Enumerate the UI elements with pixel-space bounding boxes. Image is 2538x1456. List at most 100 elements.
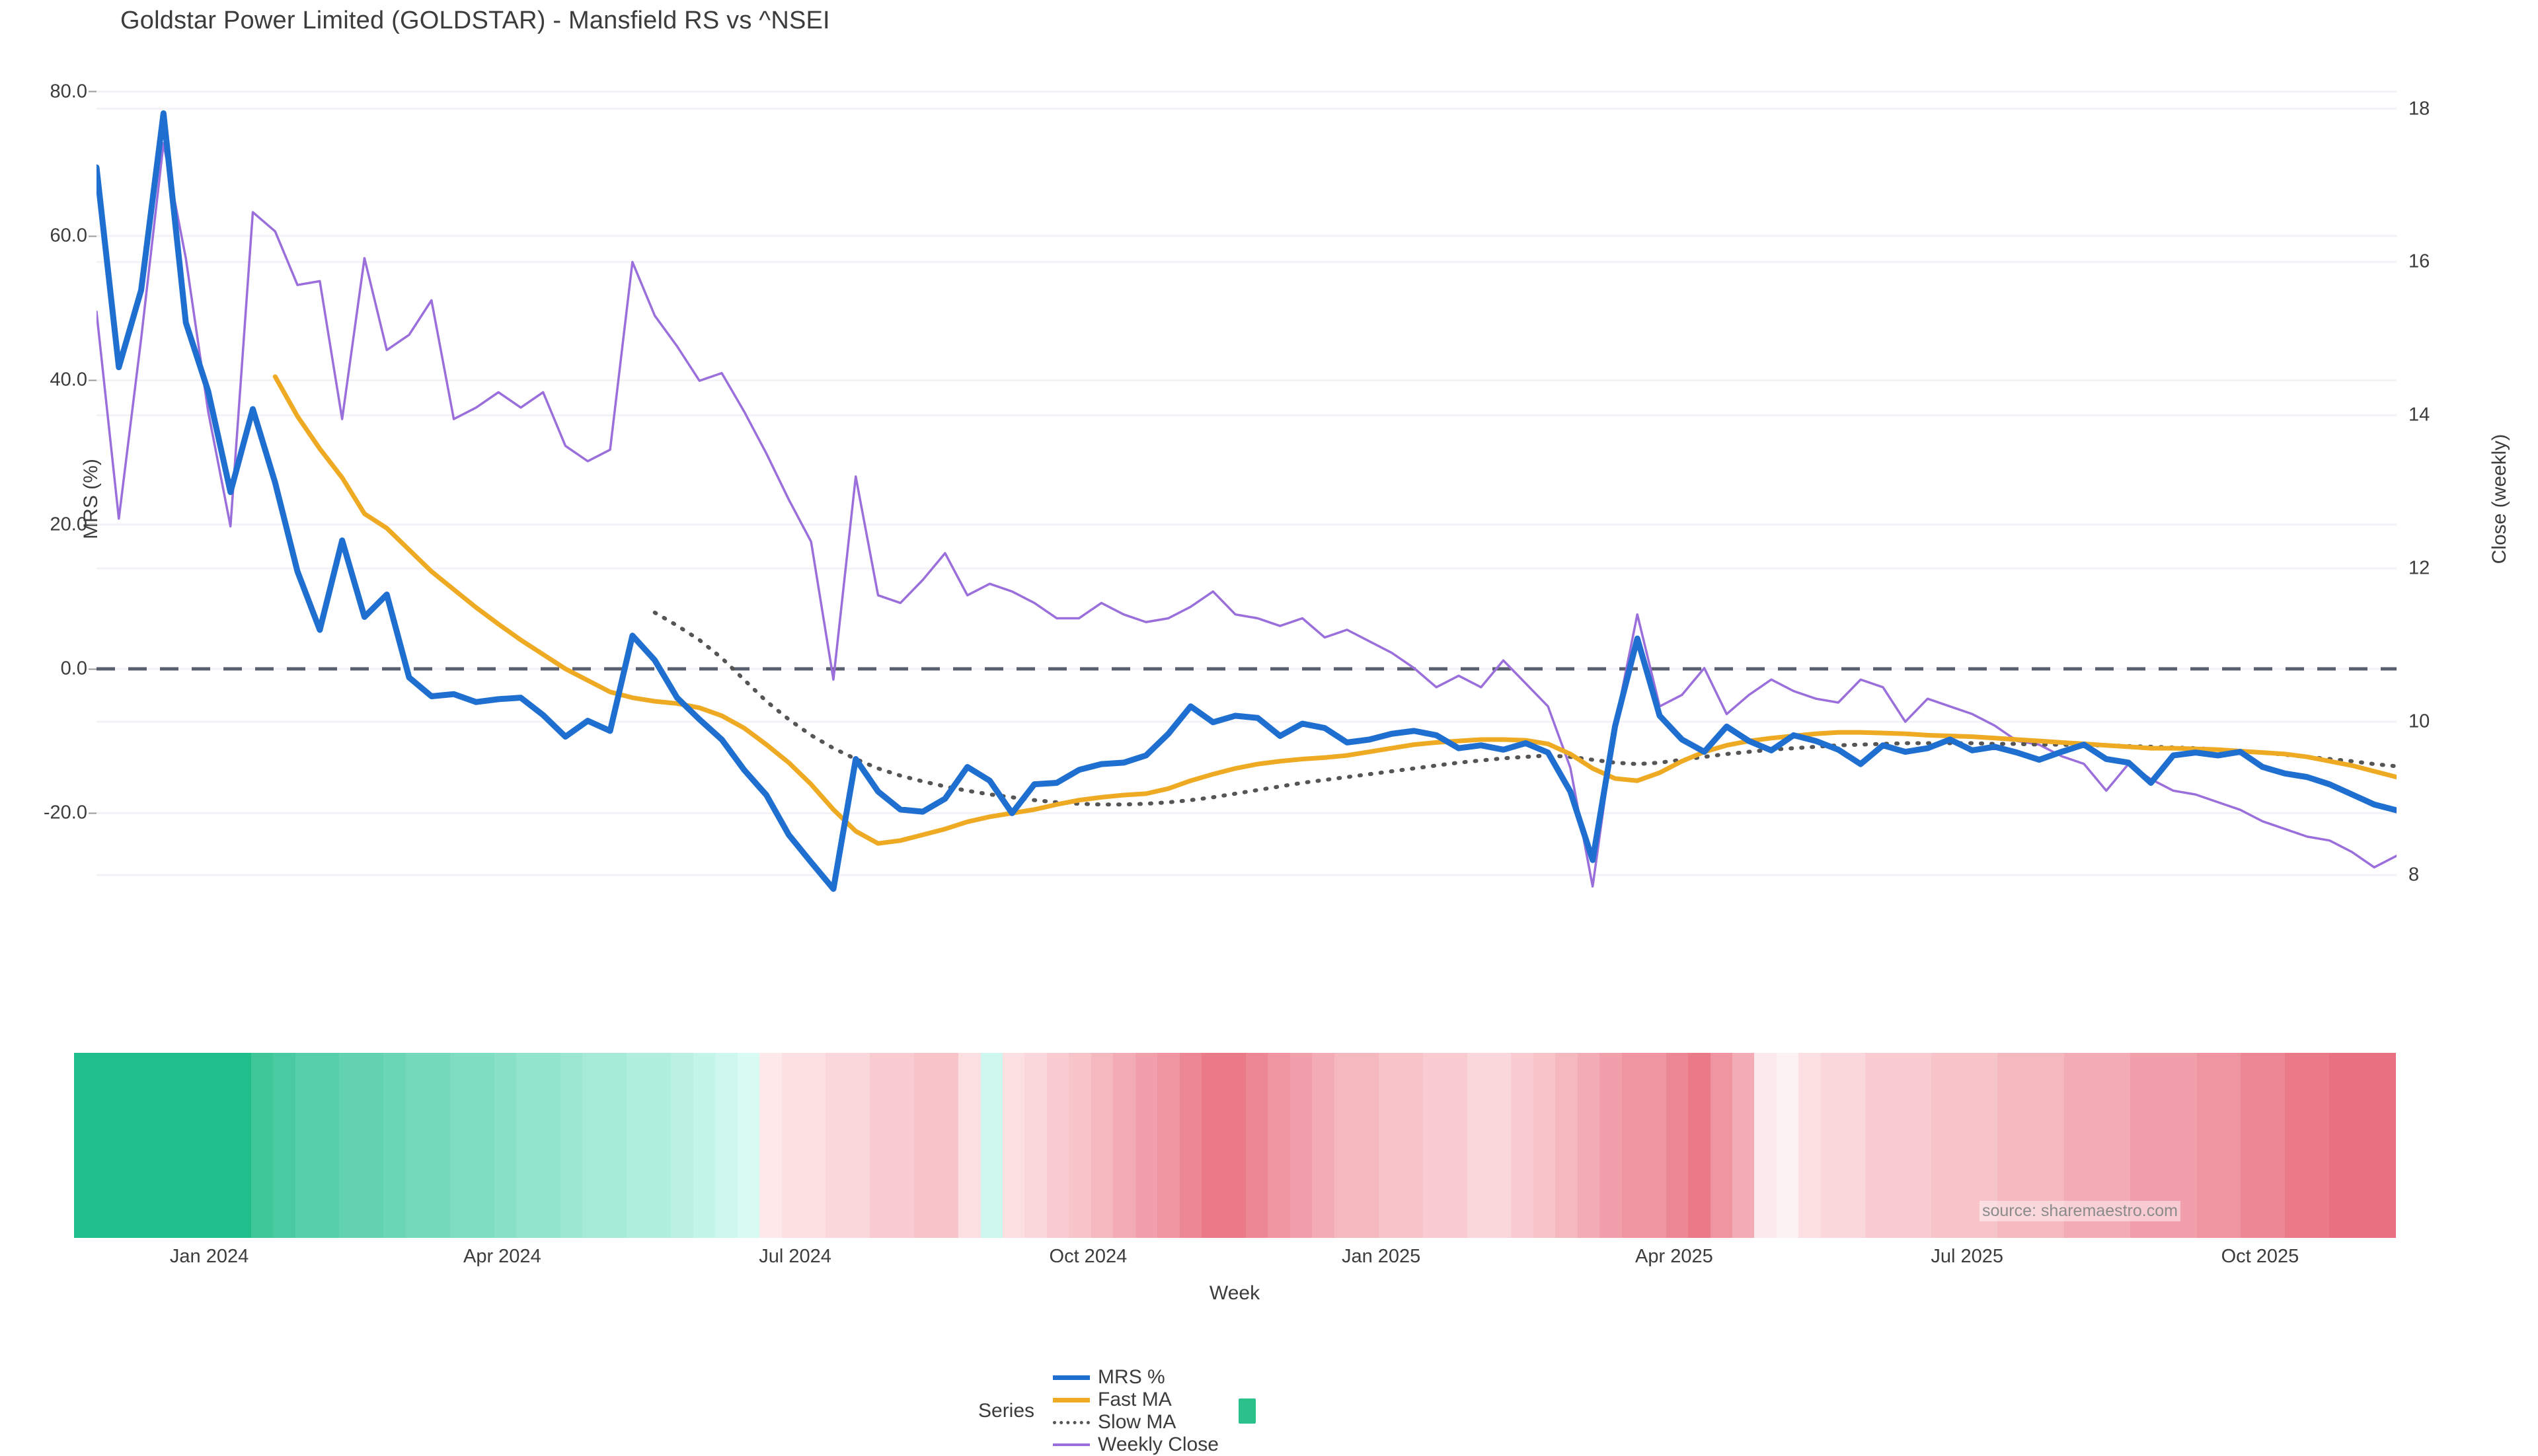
heatmap-cell: [2063, 1053, 2087, 1238]
x-axis-ticks: Jan 2024 Apr 2024 Jul 2024 Oct 2024 Jan 2025…: [74, 1246, 2395, 1279]
heatmap-cell: [1091, 1053, 1114, 1238]
heatmap-cell: [1113, 1053, 1135, 1238]
heatmap-cell: [2351, 1053, 2374, 1238]
heatmap-cell: [936, 1053, 959, 1238]
heatmap-cell: [2130, 1053, 2153, 1238]
chart-legend: Series MRS % Fast MA Slow MA Weekly Close: [978, 1366, 1256, 1455]
y-axis-left-tick: -20.0: [44, 802, 96, 824]
heatmap-cell: [428, 1053, 450, 1238]
heatmap-cell: [648, 1053, 672, 1238]
heatmap-cell: [627, 1053, 649, 1238]
heatmap-cell: [1710, 1053, 1732, 1238]
heatmap-cell: [1135, 1053, 1158, 1238]
heatmap-cell: [1599, 1053, 1622, 1238]
heatmap-cell: [2329, 1053, 2352, 1238]
heatmap-cell: [1577, 1053, 1600, 1238]
y-axis-right-tick: 10: [2408, 710, 2430, 732]
heatmap-cell: [1644, 1053, 1666, 1238]
heatmap-cell: [2373, 1053, 2396, 1238]
x-axis-tick: Jan 2025: [1341, 1246, 1421, 1267]
heatmap-cell: [1378, 1053, 1401, 1238]
heatmap-cell: [1489, 1053, 1512, 1238]
heatmap-cell: [560, 1053, 583, 1238]
y-axis-left-tick: 60.0: [50, 225, 96, 247]
heatmap-cell: [914, 1053, 937, 1238]
heatmap-cell: [206, 1053, 229, 1238]
heatmap-cell: [383, 1053, 406, 1238]
heatmap-cell: [2019, 1053, 2042, 1238]
series-line-fast-ma: [272, 374, 2397, 846]
legend-item[interactable]: Slow MA: [1053, 1411, 1219, 1434]
series-line-slow-ma: [652, 610, 2397, 807]
heatmap-cell: [2285, 1053, 2307, 1238]
heatmap-cell: [2042, 1053, 2064, 1238]
heatmap-cell: [162, 1053, 185, 1238]
tick-mark: [89, 812, 96, 814]
heatmap-cell: [74, 1053, 96, 1238]
legend-label: MRS %: [1098, 1366, 1165, 1388]
heatmap-cell: [1666, 1053, 1689, 1238]
heatmap-cell: [2108, 1053, 2131, 1238]
tick-mark: [89, 668, 96, 670]
y-axis-right-tick: 16: [2408, 250, 2430, 272]
x-axis-tick: Oct 2025: [2221, 1246, 2299, 1267]
heatmap-cell: [140, 1053, 163, 1238]
x-axis-tick: Jul 2025: [1931, 1246, 2003, 1267]
heatmap-cell: [1268, 1053, 1290, 1238]
heatmap-cell: [1953, 1053, 1976, 1238]
heatmap-cell: [2174, 1053, 2197, 1238]
heatmap-cell: [1202, 1053, 1224, 1238]
legend-color-patch: [1238, 1399, 1256, 1424]
legend-label: Fast MA: [1098, 1389, 1172, 1410]
heatmap-cell: [472, 1053, 494, 1238]
y-axis-right-tick: 14: [2408, 404, 2430, 426]
heatmap-cell: [229, 1053, 251, 1238]
heatmap-cell: [184, 1053, 207, 1238]
y-axis-left-tick: 20.0: [50, 514, 96, 535]
legend-item[interactable]: Weekly Close: [1053, 1434, 1219, 1456]
legend-item[interactable]: MRS %: [1053, 1366, 1219, 1389]
heatmap-cell: [1798, 1053, 1821, 1238]
heatmap-cell: [715, 1053, 738, 1238]
legend-title: Series: [978, 1400, 1035, 1422]
heatmap-cell: [1865, 1053, 1888, 1238]
heatmap-cell: [1887, 1053, 1909, 1238]
heatmap-cell: [1555, 1053, 1578, 1238]
y-axis-left-tick: 0.0: [61, 658, 96, 680]
heatmap-cell: [1157, 1053, 1180, 1238]
tick-mark: [89, 235, 96, 237]
heatmap-cell: [250, 1053, 274, 1238]
heatmap-cell: [1445, 1053, 1467, 1238]
series-line-weekly-close: [96, 141, 2397, 888]
heatmap-cell: [1776, 1053, 1799, 1238]
heatmap-cell: [361, 1053, 384, 1238]
y-axis-right-tick: 18: [2408, 98, 2430, 120]
heatmap-cell: [759, 1053, 782, 1238]
heatmap-cell: [1909, 1053, 1932, 1238]
heatmap-cell: [449, 1053, 473, 1238]
heatmap-cell: [1688, 1053, 1711, 1238]
heatmap-cell: [2086, 1053, 2108, 1238]
heatmap-cell: [1179, 1053, 1202, 1238]
heatmap-cell: [118, 1053, 141, 1238]
legend-swatch: [1053, 1443, 1091, 1446]
heatmap-cell: [2218, 1053, 2241, 1238]
series-line-mrs: [96, 110, 2397, 892]
heatmap-cell: [1223, 1053, 1247, 1238]
heatmap-cell: [1401, 1053, 1423, 1238]
heatmap-cell: [2152, 1053, 2175, 1238]
chart-title: Goldstar Power Limited (GOLDSTAR) - Mans…: [120, 7, 830, 34]
legend-swatch: [1053, 1420, 1091, 1424]
y-axis-left-tick: 80.0: [50, 81, 96, 102]
heatmap-cell: [494, 1053, 517, 1238]
heatmap-cell: [2262, 1053, 2286, 1238]
x-axis-label: Week: [1209, 1282, 1260, 1304]
legend-item[interactable]: Fast MA: [1053, 1389, 1219, 1411]
x-axis-tick: Oct 2024: [1049, 1246, 1128, 1267]
x-axis-tick: Jul 2024: [759, 1246, 831, 1267]
heatmap-cell: [826, 1053, 848, 1238]
heatmap-cell: [317, 1053, 340, 1238]
heatmap-cell: [538, 1053, 560, 1238]
legend-swatch: [1053, 1397, 1091, 1402]
